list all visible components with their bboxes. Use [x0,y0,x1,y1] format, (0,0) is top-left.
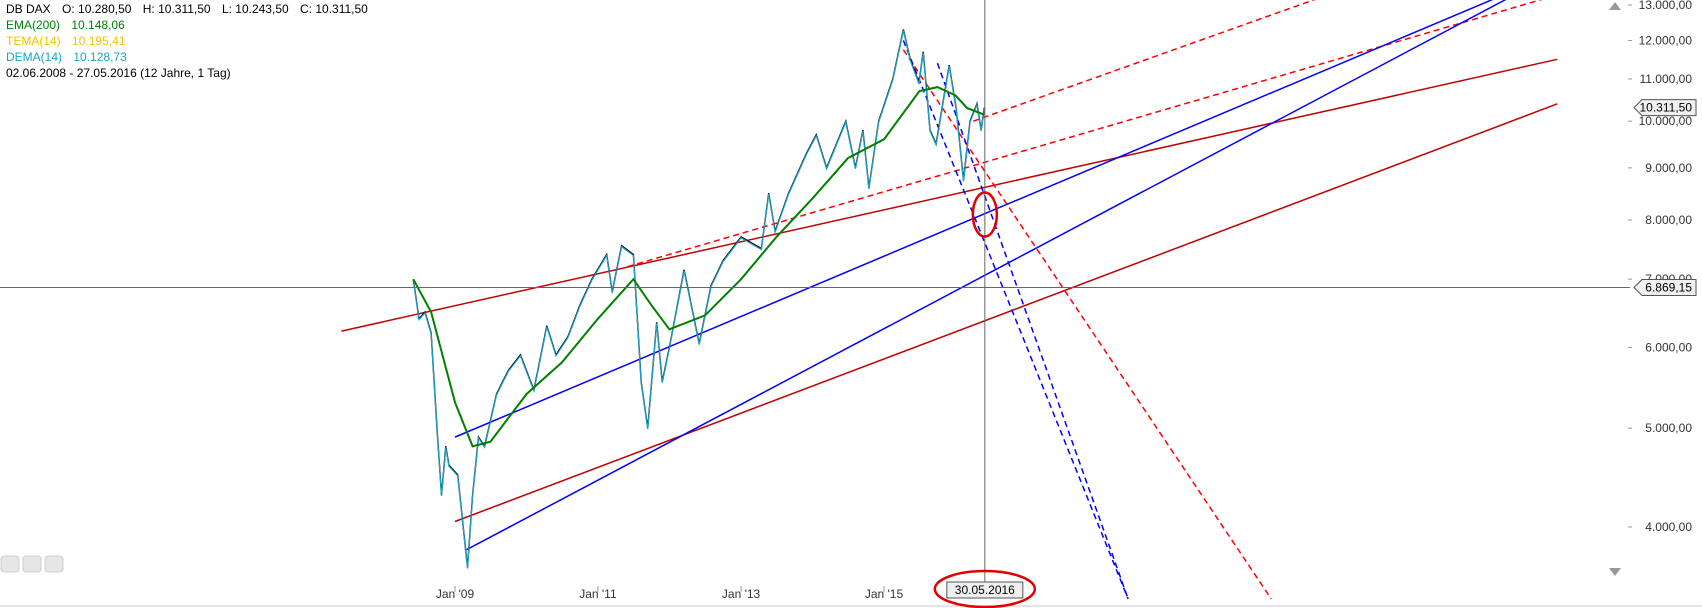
trendline-1[interactable] [341,58,1558,332]
crosshair-date-box [946,581,1024,599]
high-value: H: 10.311,50 [142,2,211,16]
crosshair-price-tag-text: 6.869,15 [1645,281,1692,295]
current-price-tag-text: 10.311,50 [1640,101,1693,115]
trendline-6[interactable] [454,0,1557,438]
trendlines-group [341,0,1558,600]
y-tick-label: 4.000,00 [1645,520,1692,534]
low-value: L: 10.243,50 [221,2,289,16]
dema14-value: 10.128,73 [73,50,127,64]
dema14-label: DEMA(14) [6,50,63,64]
trendline-8[interactable] [902,40,1129,600]
series-line-ema200 [412,86,985,448]
date-range-text: 02.06.2008 - 27.05.2016 (12 Jahre, 1 Tag… [6,66,231,80]
x-tick-label: Jan '13 [722,587,761,601]
y-tick-label: 10.000,00 [1639,114,1693,128]
trendline-3[interactable] [627,0,1558,268]
date-range: 02.06.2008 - 27.05.2016 (12 Jahre, 1 Tag… [6,66,231,80]
indicator-ema200: EMA(200) 10.148,06 [6,18,125,32]
annotation-circle-intersection [971,191,999,238]
indicator-tema14: TEMA(14) 10.195,41 [6,34,125,48]
open-value: O: 10.280,50 [62,2,132,16]
y-tick-label: 5.000,00 [1645,421,1692,435]
y-tick-label: 9.000,00 [1645,161,1692,175]
download-icon[interactable] [22,555,42,573]
y-tick-label: 12.000,00 [1639,33,1693,47]
y-tick-label: 6.000,00 [1645,340,1692,354]
series-line-dema [412,30,985,569]
scroll-down-icon[interactable] [1609,568,1621,576]
zoom-out-icon[interactable] [0,555,20,573]
ema200-value: 10.148,06 [71,18,125,32]
x-tick-label: Jan '15 [865,587,904,601]
trendline-9[interactable] [936,62,1129,600]
instrument-name: DB DAX [6,2,51,16]
series-line-price [412,29,985,568]
x-tick-label: Jan '11 [579,587,617,601]
trendline-2[interactable] [454,103,1558,523]
trendline-7[interactable] [466,0,1558,551]
tema14-label: TEMA(14) [6,34,61,48]
current-price-tag-box [1633,99,1697,117]
y-tick-label: 13.000,00 [1639,0,1693,12]
close-value: C: 10.311,50 [300,2,368,16]
y-tick-label: 11.000,00 [1640,72,1693,86]
menu-icon[interactable] [44,555,64,573]
trendline-4[interactable] [973,0,1557,122]
y-tick-label: 8.000,00 [1645,213,1692,227]
ohlc-header: DB DAX O: 10.280,50 H: 10.311,50 L: 10.2… [6,2,376,16]
tema14-value: 10.195,41 [72,34,126,48]
annotation-circle-date [933,569,1037,608]
scroll-up-icon[interactable] [1609,2,1621,10]
ema200-label: EMA(200) [6,18,61,32]
x-tick-label: Jan '09 [436,587,475,601]
crosshair-price-tag-box [1633,279,1697,297]
crosshair-date-text: 30.05.2016 [955,583,1015,597]
indicator-dema14: DEMA(14) 10.128,73 [6,50,127,64]
